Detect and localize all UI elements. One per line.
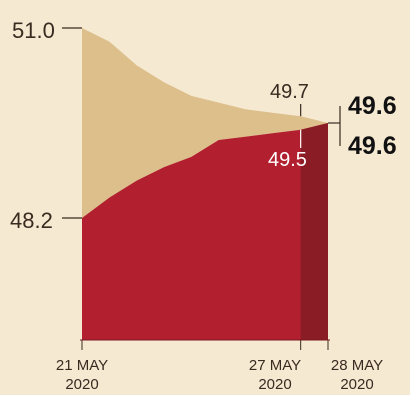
upper-series-area xyxy=(82,28,328,218)
label-start-bottom: 48.2 xyxy=(10,208,53,233)
highlight-band xyxy=(300,123,328,340)
x-tick-label-21-may-line1: 21 MAY xyxy=(56,357,108,374)
label-mid-top: 49.7 xyxy=(270,81,309,103)
x-tick-label-21-may-line2: 2020 xyxy=(65,376,98,393)
label-end-bottom: 49.6 xyxy=(348,132,397,160)
x-tick-label-27-may-line1: 27 MAY xyxy=(249,357,301,374)
lower-series-area xyxy=(82,123,328,340)
label-start-top: 51.0 xyxy=(12,18,55,43)
x-tick-label-28-may-line1: 28 MAY xyxy=(331,357,383,374)
label-end-top: 49.6 xyxy=(348,92,397,120)
x-tick-label-28-may-line2: 2020 xyxy=(340,376,373,393)
label-mid-bottom: 49.5 xyxy=(268,149,307,171)
x-tick-label-27-may-line2: 2020 xyxy=(258,376,291,393)
